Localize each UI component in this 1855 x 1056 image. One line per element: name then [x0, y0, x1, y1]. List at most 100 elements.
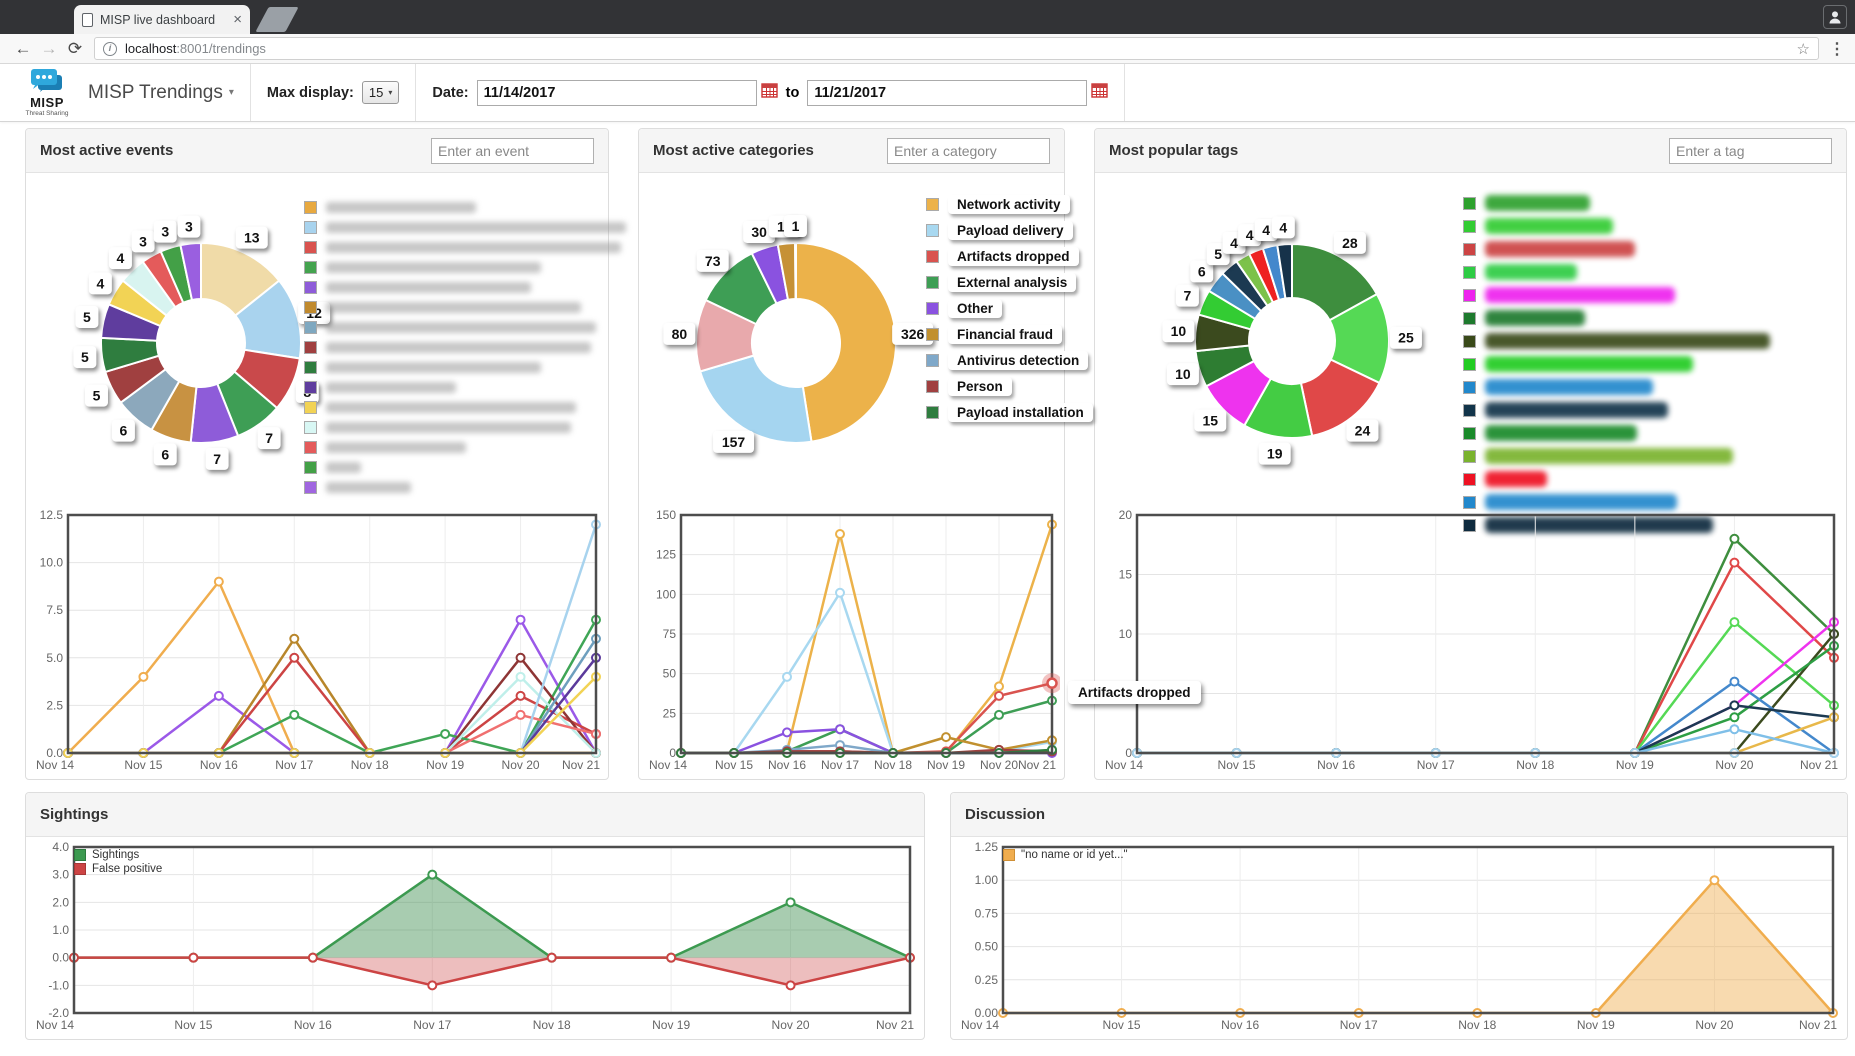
bookmark-star-icon[interactable]: ☆	[1796, 40, 1810, 58]
svg-text:Nov 15: Nov 15	[174, 1018, 212, 1032]
new-tab-button[interactable]	[255, 7, 299, 32]
url-text: localhost:8001/trendings	[125, 41, 266, 56]
legend-swatch	[926, 198, 939, 211]
redacted-tag-pill	[1485, 195, 1590, 211]
svg-text:7: 7	[265, 430, 273, 446]
categories-trend-wrap: 0 25 50 75 100 125 150 Nov 14 Nov 15 Nov 16 Nov 17…	[645, 507, 1201, 780]
svg-text:3: 3	[139, 233, 147, 249]
legend-item	[1463, 402, 1770, 418]
legend-item	[304, 261, 626, 274]
discussion-area-chart[interactable]: 0.00 0.25 0.50 0.75 1.00 1.25 Nov 14 Nov 15 Nov …	[957, 837, 1841, 1037]
svg-text:80: 80	[672, 326, 688, 342]
browser-tab[interactable]: MISP live dashboard ×	[74, 5, 250, 34]
svg-text:Nov 21: Nov 21	[1800, 758, 1838, 772]
panel-discussion: Discussion 0.00 0.25 0.50 0.75 1.00 1.25 Nov 1…	[950, 792, 1848, 1040]
discussion-trend-wrap: 0.00 0.25 0.50 0.75 1.00 1.25 Nov 14 Nov 15 Nov …	[957, 837, 1841, 1042]
svg-text:Nov 17: Nov 17	[821, 758, 859, 772]
svg-text:1.00: 1.00	[975, 873, 999, 887]
date-to-input[interactable]	[807, 79, 1088, 106]
svg-text:15: 15	[1119, 568, 1133, 582]
legend-item	[1463, 448, 1770, 464]
svg-text:4: 4	[1279, 219, 1287, 235]
svg-text:0.00: 0.00	[975, 1006, 999, 1020]
legend-item	[1463, 494, 1770, 510]
browser-toolbar: ← → ⟳ i localhost:8001/trendings ☆ ⋮	[0, 34, 1855, 64]
svg-text:Nov 19: Nov 19	[927, 758, 965, 772]
panel-most-active-events: Most active events 13128776655544333 0.0…	[25, 128, 626, 780]
url-bar[interactable]: i localhost:8001/trendings ☆	[94, 37, 1819, 60]
legend-swatch	[926, 224, 939, 237]
categories-donut-chart[interactable]: 326157807330191	[639, 173, 1066, 513]
tab-close-icon[interactable]: ×	[233, 11, 242, 28]
discussion-chart-legend: "no name or id yet..."	[1003, 849, 1128, 863]
page-favicon-icon	[82, 12, 93, 27]
category-legend-label: External analysis	[948, 273, 1077, 292]
svg-text:Nov 21: Nov 21	[876, 1018, 914, 1032]
svg-text:5: 5	[81, 349, 89, 365]
calendar-icon[interactable]	[760, 82, 778, 103]
profile-icon[interactable]	[1823, 5, 1847, 29]
site-info-icon[interactable]: i	[103, 41, 117, 56]
svg-text:1.0: 1.0	[52, 923, 69, 937]
legend-item	[304, 341, 626, 354]
redacted-event-name	[326, 462, 361, 473]
events-line-chart[interactable]: 0.0 2.5 5.0 7.5 10.0 12.5 Nov 14 Nov 15 Nov 16 No…	[32, 507, 604, 775]
legend-item	[304, 201, 626, 214]
event-search-input[interactable]	[431, 137, 594, 164]
legend-swatch	[1463, 472, 1476, 486]
app-header: MISP Threat Sharing MISP Trendings ▾ Max…	[0, 64, 1855, 122]
redacted-event-name	[326, 442, 466, 453]
svg-text:100: 100	[656, 587, 676, 601]
svg-text:0.0: 0.0	[46, 746, 63, 760]
svg-text:326: 326	[901, 326, 925, 342]
redacted-tag-pill	[1485, 310, 1585, 326]
legend-swatch	[304, 241, 317, 254]
brand-section: MISP Threat Sharing MISP Trendings ▾	[0, 64, 251, 121]
reload-button[interactable]: ⟳	[67, 38, 83, 58]
svg-text:19: 19	[1267, 446, 1283, 462]
redacted-event-name	[326, 322, 596, 333]
svg-text:4: 4	[1230, 235, 1238, 251]
app-menu[interactable]: MISP Trendings ▾	[88, 82, 234, 104]
svg-text:Nov 18: Nov 18	[1458, 1018, 1496, 1032]
svg-text:157: 157	[722, 434, 746, 450]
panel-most-active-categories: Most active categories 326157807330191 N…	[638, 128, 1201, 780]
category-legend-label: Artifacts dropped	[948, 247, 1079, 266]
legend-swatch	[304, 381, 317, 394]
browser-tab-bar: MISP live dashboard ×	[0, 0, 1855, 34]
panel-sightings: Sightings -2.0 -1.0 0.0 1.0 2.0 3.0 4.0 Nov 14 N…	[25, 792, 925, 1040]
categories-line-chart[interactable]: 0 25 50 75 100 125 150 Nov 14 Nov 15 Nov 16 Nov 17…	[645, 507, 1062, 775]
legend-item	[304, 361, 626, 374]
svg-text:2.5: 2.5	[46, 698, 63, 712]
tag-search-input[interactable]	[1669, 137, 1832, 164]
sightings-area-chart[interactable]: -2.0 -1.0 0.0 1.0 2.0 3.0 4.0 Nov 14 Nov 15 Nov 1…	[32, 837, 918, 1037]
legend-swatch	[1463, 265, 1476, 279]
svg-text:Nov 17: Nov 17	[413, 1018, 451, 1032]
svg-text:-1.0: -1.0	[48, 978, 69, 992]
chart-tooltip: Artifacts dropped	[1068, 681, 1201, 705]
back-button[interactable]: ←	[14, 38, 32, 58]
legend-swatch	[1463, 495, 1476, 509]
legend-item: Antivirus detection	[926, 351, 1093, 370]
legend-item: Network activity	[926, 195, 1093, 214]
false-positive-swatch	[74, 863, 86, 875]
svg-text:24: 24	[1355, 423, 1371, 439]
max-display-select[interactable]: 15 ▾	[361, 81, 400, 104]
legend-swatch	[926, 250, 939, 263]
svg-text:7: 7	[213, 451, 221, 467]
legend-item	[1463, 471, 1770, 487]
category-search-input[interactable]	[887, 137, 1050, 164]
svg-text:5: 5	[1214, 246, 1222, 262]
forward-button[interactable]: →	[40, 38, 58, 58]
discussion-swatch	[1003, 849, 1015, 861]
date-from-input[interactable]	[476, 79, 757, 106]
svg-text:Nov 16: Nov 16	[1221, 1018, 1259, 1032]
redacted-tag-pill	[1485, 241, 1635, 257]
calendar-icon[interactable]	[1091, 82, 1109, 103]
browser-menu-icon[interactable]: ⋮	[1829, 40, 1845, 58]
legend-item	[1463, 264, 1770, 280]
events-donut-chart[interactable]: 13128776655544333	[26, 173, 610, 513]
redacted-tag-pill	[1485, 264, 1577, 280]
